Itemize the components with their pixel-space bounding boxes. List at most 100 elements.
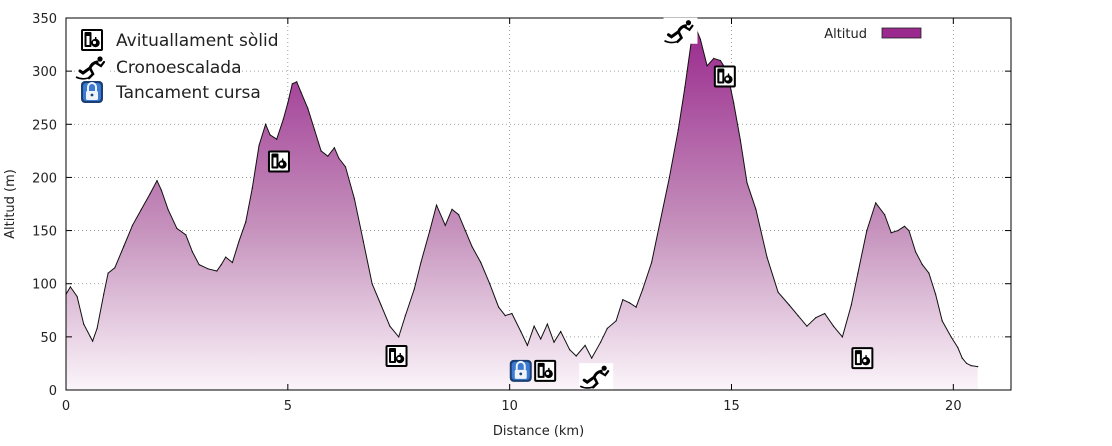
icon-legend-item: Tancament cursa — [81, 81, 261, 103]
lock-icon — [509, 359, 532, 382]
elevation-point — [333, 147, 335, 149]
motion-line — [75, 76, 89, 80]
elevation-point — [265, 123, 267, 125]
y-tick-label: 100 — [32, 278, 57, 293]
elevation-point — [103, 293, 105, 295]
elevation-point — [903, 225, 906, 227]
icon-legend-item: Cronoescalada — [75, 54, 242, 80]
elevation-point — [291, 83, 293, 85]
apple-stem — [548, 367, 550, 371]
elevation-point — [404, 315, 406, 317]
elevation-point — [635, 306, 637, 308]
elevation-point — [575, 355, 577, 357]
elevation-point — [591, 357, 593, 359]
runner-arm — [683, 24, 694, 32]
elevation-point — [458, 214, 460, 216]
elevation-point — [504, 315, 506, 317]
elevation-point — [451, 208, 453, 210]
runner-leg — [591, 375, 599, 389]
elevation-point — [615, 320, 617, 322]
bottle-label — [86, 36, 90, 45]
elevation-point — [276, 138, 278, 140]
elevation-point — [287, 102, 289, 104]
elevation-point — [928, 272, 930, 274]
icon-legend-label: Avituallament sòlid — [116, 31, 279, 51]
elevation-point — [733, 102, 735, 104]
elevation-point — [344, 166, 347, 168]
elevation-point — [540, 338, 542, 340]
elevation-point — [706, 65, 708, 67]
apple-shine — [546, 371, 550, 375]
elevation-point — [380, 304, 382, 306]
y-tick-label: 50 — [40, 331, 57, 346]
elevation-point — [970, 365, 972, 367]
elevation-point — [107, 272, 109, 274]
elevation-point — [520, 330, 522, 333]
bottle-label — [273, 157, 277, 167]
elevation-point — [651, 261, 653, 264]
elevation-point — [258, 144, 260, 147]
elevation-point — [957, 346, 959, 349]
y-axis-title: Altitud (m) — [3, 169, 18, 239]
y-tick-label: 0 — [49, 384, 57, 399]
elevation-point — [83, 323, 85, 325]
x-tick-label: 10 — [501, 399, 518, 414]
apple-shine — [863, 359, 867, 363]
series-legend-label: Altitud — [824, 27, 867, 42]
x-tick-label: 15 — [723, 399, 740, 414]
food-station-icon — [534, 359, 557, 382]
apple-shine — [397, 356, 401, 361]
elevation-point — [156, 180, 158, 182]
elevation-point — [584, 344, 586, 346]
elevation-point — [815, 317, 817, 319]
apple-stem — [865, 355, 867, 359]
elevation-point — [739, 139, 742, 141]
elevation-point — [313, 129, 316, 131]
y-tick-label: 250 — [32, 118, 57, 133]
elevation-point — [216, 270, 218, 272]
lock-keyhole — [519, 372, 523, 376]
elevation-point — [915, 251, 917, 253]
area-series — [65, 27, 979, 390]
elevation-point — [766, 256, 768, 258]
elevation-point — [684, 86, 686, 88]
elevation-point — [850, 304, 852, 306]
elevation-point — [149, 192, 151, 194]
runner-head — [685, 20, 692, 26]
elevation-point — [841, 336, 844, 338]
elevation-point — [788, 304, 790, 306]
y-tick-label: 200 — [32, 171, 57, 186]
elevation-point — [699, 38, 702, 40]
elevation-point — [338, 157, 340, 159]
runner-arm — [599, 370, 610, 377]
elevation-point — [533, 325, 535, 327]
bottle-label — [391, 351, 395, 361]
elevation-point — [238, 240, 240, 242]
elevation-point — [553, 341, 555, 343]
bottle-label — [539, 366, 543, 376]
elevation-point — [897, 230, 899, 232]
elevation-point — [668, 176, 671, 178]
apple-stem — [727, 73, 730, 77]
icon-legend-item: Avituallament sòlid — [81, 29, 279, 51]
elevation-point — [353, 198, 355, 200]
elevation-point — [300, 91, 302, 93]
elevation-point — [746, 182, 748, 184]
elevation-point — [480, 261, 482, 264]
elevation-point — [498, 306, 500, 308]
elevation-point — [806, 325, 808, 327]
elevation-point — [950, 336, 952, 338]
lock-keyhole — [90, 93, 94, 97]
elevation-point — [511, 312, 513, 315]
elevation-point — [622, 299, 624, 301]
elevation-point — [659, 219, 662, 221]
elevation-point — [875, 202, 877, 204]
elevation-point — [429, 230, 431, 232]
elevation-point — [824, 312, 826, 315]
elevation-point — [220, 264, 222, 266]
elevation-point — [413, 288, 415, 290]
elevation-point — [362, 240, 364, 242]
apple-stem — [95, 37, 97, 40]
